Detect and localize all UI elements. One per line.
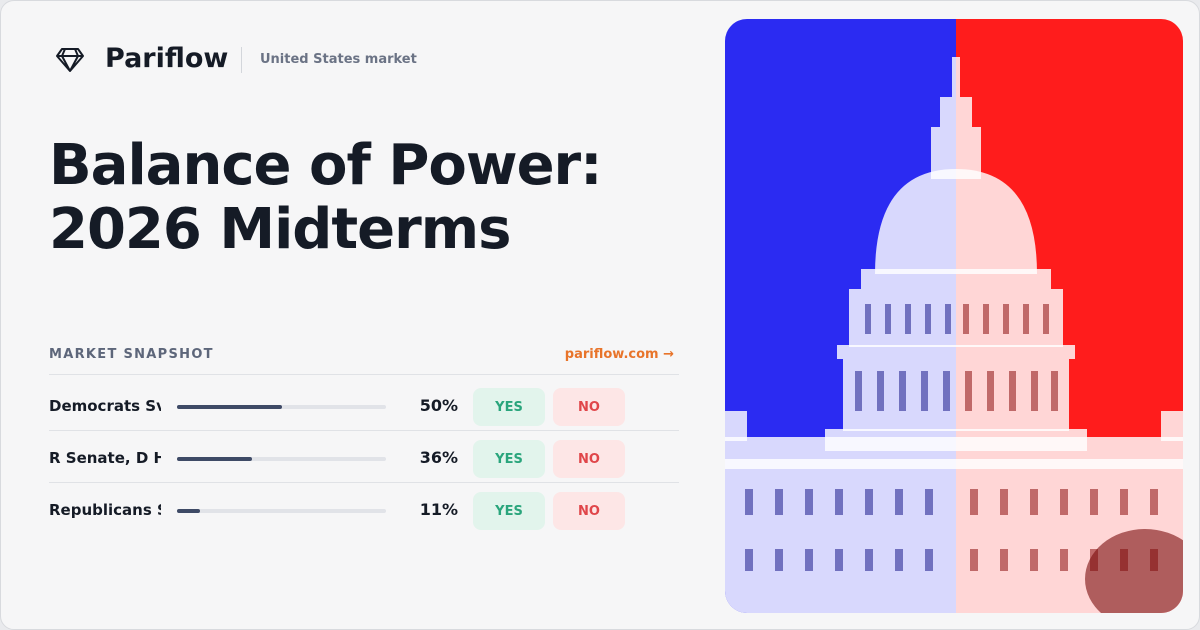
brand: Pariflow [105, 43, 229, 74]
section-heading: MARKET SNAPSHOT [49, 347, 214, 362]
market-name: Republicans S [49, 501, 161, 519]
site-link[interactable]: pariflow.com → [564, 347, 674, 362]
probability-track [177, 405, 386, 409]
market-name: Democrats Sv [49, 397, 161, 415]
logo [56, 48, 84, 72]
probability-label: 36% [419, 448, 458, 467]
probability-track [177, 457, 386, 461]
probability-track [177, 509, 386, 513]
yes-button[interactable]: YES [473, 388, 545, 426]
divider [49, 482, 679, 483]
market-label: United States market [260, 52, 417, 67]
title: 2026 Midterms [49, 197, 511, 262]
probability-label: 11% [419, 500, 458, 519]
no-button[interactable]: NO [553, 492, 625, 530]
no-button[interactable]: NO [553, 388, 625, 426]
probability-bar [177, 457, 253, 461]
probability-bar [177, 509, 200, 513]
divider [49, 430, 679, 431]
yes-button[interactable]: YES [473, 440, 545, 478]
divider [241, 47, 242, 73]
title: Balance of Power: [49, 133, 603, 198]
capitol-image [725, 19, 1183, 613]
probability-bar [177, 405, 282, 409]
divider [49, 374, 679, 375]
probability-label: 50% [419, 396, 458, 415]
no-button[interactable]: NO [553, 440, 625, 478]
market-name: R Senate, D H [49, 449, 161, 467]
yes-button[interactable]: YES [473, 492, 545, 530]
